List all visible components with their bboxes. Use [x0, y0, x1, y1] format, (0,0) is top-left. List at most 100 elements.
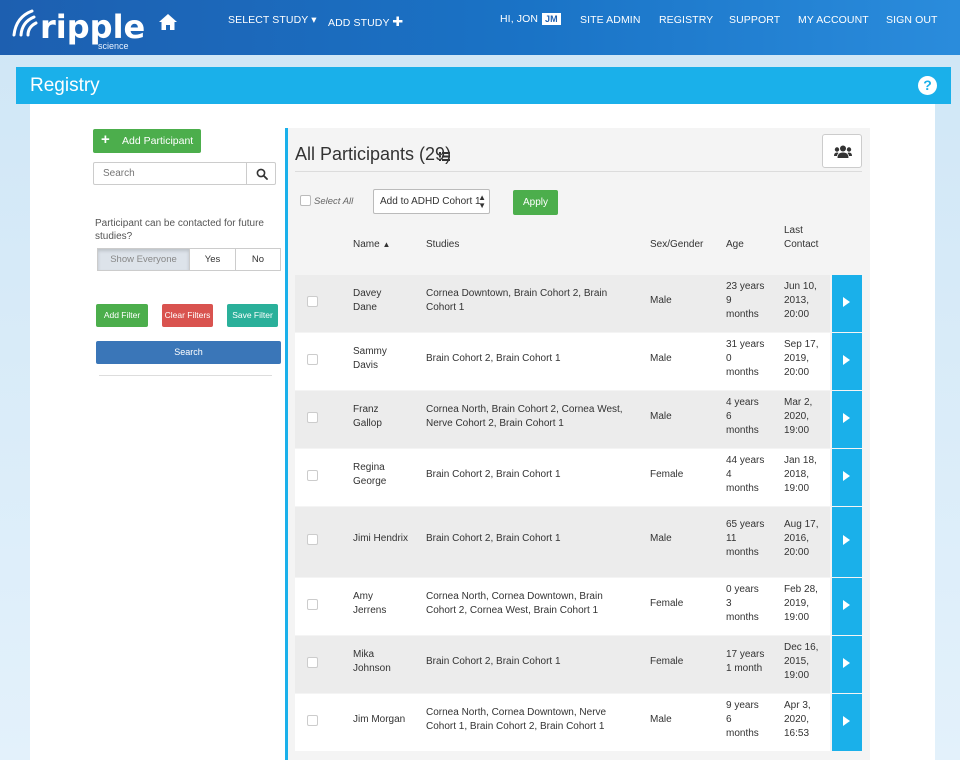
participant-sex: Male — [650, 294, 672, 306]
top-nav: ripple science SELECT STUDY ▾ ADD STUDY … — [0, 0, 960, 55]
row-checkbox[interactable] — [307, 534, 318, 545]
row-checkbox[interactable] — [307, 411, 318, 423]
my-account-link[interactable]: MY ACCOUNT — [798, 14, 869, 26]
add-study-link[interactable]: ADD STUDY ✚ — [328, 14, 403, 30]
participant-age: 44 years 4 months — [726, 454, 765, 494]
participant-name: Jimi Hendrix — [353, 533, 409, 544]
title-divider — [295, 171, 862, 172]
add-filter-button[interactable]: Add Filter — [96, 304, 148, 327]
add-study-label: ADD STUDY — [328, 17, 390, 29]
list-icon[interactable] — [439, 152, 450, 161]
row-checkbox[interactable] — [307, 656, 318, 668]
filter-show-everyone[interactable]: Show Everyone — [97, 248, 190, 271]
group-button[interactable] — [822, 134, 862, 168]
greeting-text: HI, JON — [500, 13, 539, 25]
select-study-menu[interactable]: SELECT STUDY ▾ — [228, 14, 317, 26]
logo-subtext: science — [98, 41, 129, 51]
table-row[interactable]: Regina George Brain Cohort 2, Brain Cohor… — [295, 449, 830, 506]
apply-button[interactable]: Apply — [513, 190, 558, 215]
participant-studies: Cornea Downtown, Brain Cohort 2, Brain C… — [426, 287, 608, 313]
search-button[interactable] — [246, 162, 276, 185]
column-header-last-contact: Last Contact — [784, 225, 819, 250]
page-title: Registry — [30, 75, 100, 96]
participant-sex: Male — [650, 533, 672, 544]
open-participant-button[interactable] — [832, 275, 862, 332]
participant-last-contact: Feb 28, 2019, 19:00 — [784, 583, 818, 623]
participant-last-contact: Mar 2, 2020, 19:00 — [784, 396, 813, 436]
table-row[interactable]: Sammy Davis Brain Cohort 2, Brain Cohort … — [295, 333, 830, 390]
column-header-sex: Sex/Gender — [650, 239, 704, 250]
participant-age: 4 years 6 months — [726, 396, 759, 436]
open-participant-button[interactable] — [832, 333, 862, 390]
main-accent-bar — [285, 128, 288, 760]
column-header-age: Age — [726, 239, 744, 250]
participant-last-contact: Jan 18, 2018, 19:00 — [784, 454, 817, 494]
support-link[interactable]: SUPPORT — [729, 14, 781, 26]
participant-age: 0 years 3 months — [726, 583, 759, 623]
table-row[interactable]: Mika Johnson Brain Cohort 2, Brain Cohort… — [295, 636, 830, 693]
filter-yes[interactable]: Yes — [189, 248, 236, 271]
open-participant-button[interactable] — [832, 391, 862, 448]
open-participant-button[interactable] — [832, 694, 862, 751]
save-filter-button[interactable]: Save Filter — [227, 304, 278, 327]
plus-icon: ✚ — [392, 14, 404, 29]
caret-down-icon: ▾ — [311, 14, 317, 26]
caret-right-icon — [843, 296, 850, 307]
open-participant-button[interactable] — [832, 449, 862, 506]
sidebar-divider — [99, 375, 272, 376]
user-avatar-badge[interactable]: JM — [542, 13, 561, 25]
row-checkbox[interactable] — [307, 469, 318, 481]
user-greeting: HI, JON JM — [500, 13, 561, 25]
site-admin-link[interactable]: SITE ADMIN — [580, 14, 641, 26]
table-row[interactable]: Davey Dane Cornea Downtown, Brain Cohort … — [295, 275, 830, 332]
contact-question: Participant can be contacted for future … — [95, 218, 264, 242]
caret-right-icon — [843, 657, 850, 668]
column-header-studies: Studies — [426, 239, 460, 250]
ripple-logo[interactable]: ripple science — [10, 5, 145, 51]
participant-name: Mika Johnson — [353, 648, 391, 674]
participant-last-contact: Aug 17, 2016, 20:00 — [784, 519, 819, 558]
select-all-label: Select All — [314, 196, 354, 207]
sidebar-search-button[interactable]: Search — [96, 341, 281, 364]
participant-age: 9 years 6 months — [726, 699, 759, 739]
help-icon[interactable]: ? — [918, 76, 937, 95]
open-participant-button[interactable] — [832, 636, 862, 693]
filter-no[interactable]: No — [235, 248, 281, 271]
participants-title: All Participants (29) — [295, 144, 452, 164]
row-checkbox[interactable] — [307, 714, 318, 726]
column-header-name[interactable]: Name ▲ — [353, 238, 390, 252]
open-participant-button[interactable] — [832, 578, 862, 635]
participant-last-contact: Apr 3, 2020, 16:53 — [784, 699, 811, 739]
caret-right-icon — [843, 599, 850, 610]
participant-studies: Cornea North, Brain Cohort 2, Cornea Wes… — [426, 403, 623, 429]
registry-header: Registry ? — [16, 67, 951, 104]
table-row[interactable]: Jimi Hendrix Brain Cohort 2, Brain Cohort… — [295, 507, 830, 577]
participant-sex: Male — [650, 410, 672, 422]
participant-name: Franz Gallop — [353, 403, 382, 429]
clear-filters-button[interactable]: Clear Filters — [162, 304, 213, 327]
participant-studies: Cornea North, Cornea Downtown, Nerve Coh… — [426, 706, 607, 732]
participant-age: 17 years 1 month — [726, 648, 765, 674]
table-row[interactable]: Amy Jerrens Cornea North, Cornea Downtown… — [295, 578, 830, 635]
cohort-select-value: Add to ADHD Cohort 1 — [380, 196, 481, 207]
table-row[interactable]: Jim Morgan Cornea North, Cornea Downtown,… — [295, 694, 830, 751]
row-checkbox[interactable] — [307, 295, 318, 307]
table-row[interactable]: Franz Gallop Cornea North, Brain Cohort 2… — [295, 391, 830, 448]
sign-out-link[interactable]: SIGN OUT — [886, 14, 938, 26]
participant-sex: Female — [650, 655, 684, 667]
participant-search-input[interactable] — [93, 162, 247, 185]
cohort-select[interactable]: Add to ADHD Cohort 1 ▲ ▼ — [373, 189, 490, 214]
registry-link[interactable]: REGISTRY — [659, 14, 714, 26]
participant-last-contact: Sep 17, 2019, 20:00 — [784, 338, 819, 378]
home-icon[interactable] — [158, 13, 178, 31]
search-icon — [256, 168, 268, 180]
select-all-checkbox[interactable] — [300, 195, 311, 206]
row-checkbox[interactable] — [307, 598, 318, 610]
add-participant-button[interactable]: + Add Participant — [93, 129, 201, 153]
logo-wordmark: ripple — [40, 8, 146, 46]
participant-sex: Male — [650, 352, 672, 364]
caret-right-icon — [843, 535, 850, 545]
participant-last-contact: Dec 16, 2015, 19:00 — [784, 641, 819, 681]
open-participant-button[interactable] — [832, 507, 862, 577]
row-checkbox[interactable] — [307, 353, 318, 365]
